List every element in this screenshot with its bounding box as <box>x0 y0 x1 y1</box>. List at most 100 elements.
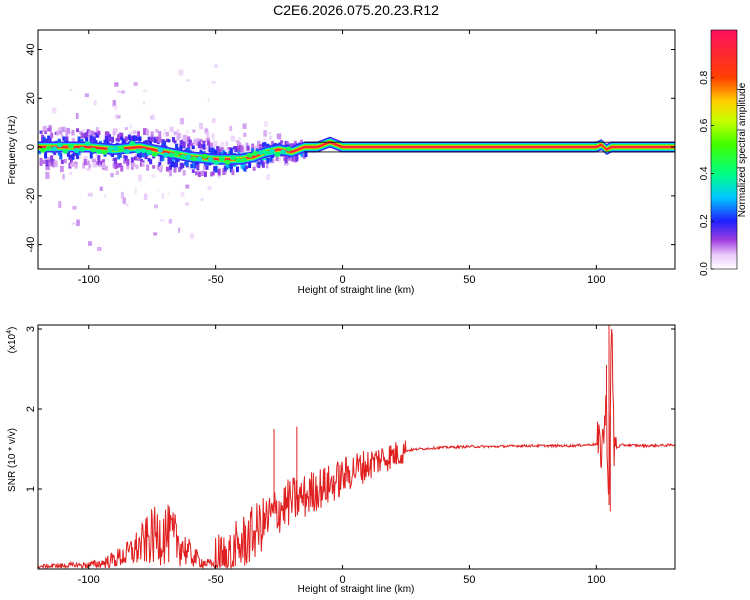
heat-cell <box>229 125 233 132</box>
heat-cell <box>147 136 151 144</box>
heat-cell <box>205 165 209 170</box>
snr-multiplier-base: (x10 <box>7 333 18 353</box>
heat-cell <box>151 174 156 178</box>
heat-cell <box>264 121 268 127</box>
heat-cell <box>85 137 89 144</box>
colorbar-gradient <box>710 29 738 270</box>
heat-cell <box>71 153 75 160</box>
heat-cell <box>167 168 171 172</box>
heat-cell <box>53 160 57 168</box>
heat-cell <box>280 141 285 146</box>
heat-cell <box>289 143 293 147</box>
heat-cell <box>60 165 64 173</box>
heat-cell <box>134 187 137 194</box>
heat-cell <box>51 162 55 168</box>
spectrogram-frame <box>37 29 676 270</box>
heat-cell <box>207 140 211 146</box>
heat-cell <box>132 162 136 167</box>
heat-cell <box>165 138 169 143</box>
snr-multiplier: (x104) <box>6 327 18 354</box>
heat-cell <box>48 159 52 164</box>
heat-cell <box>132 135 136 142</box>
heat-cell <box>278 155 281 163</box>
heat-cell <box>124 127 128 131</box>
heat-cell <box>69 88 73 91</box>
heat-cell <box>176 158 180 162</box>
heat-cell <box>112 100 117 107</box>
heat-cell <box>113 105 118 110</box>
heat-cell <box>218 146 222 149</box>
heat-cell <box>132 130 137 134</box>
heat-cell <box>69 158 73 163</box>
heat-cell <box>181 163 185 169</box>
heat-cell <box>287 157 291 161</box>
heat-cell <box>92 162 97 168</box>
heat-cell <box>275 156 279 162</box>
heat-cell <box>225 165 229 170</box>
heat-cell <box>200 198 204 202</box>
heat-cell <box>280 140 284 144</box>
heat-cell <box>235 166 239 173</box>
heat-cell <box>230 135 236 142</box>
spectrogram-xlabel: Height of straight line (km) <box>298 285 415 296</box>
heat-cell <box>185 130 189 135</box>
spectrogram-ytick-label: 20 <box>25 92 37 104</box>
heat-cell <box>115 170 120 175</box>
heat-cell <box>183 140 189 144</box>
heat-cell <box>121 138 125 144</box>
heat-cell <box>54 131 58 135</box>
heat-cell <box>71 222 76 225</box>
heat-cell <box>194 162 198 166</box>
heat-cell <box>91 130 95 136</box>
heat-cell <box>123 159 127 164</box>
heat-cell <box>228 151 232 156</box>
heat-cell <box>187 165 193 170</box>
heat-cell <box>238 137 242 141</box>
heat-cell <box>106 139 110 145</box>
snr-xtick-label: 100 <box>587 574 605 586</box>
heat-cell <box>130 136 134 142</box>
heat-cell <box>118 163 122 168</box>
heat-cell <box>97 246 102 252</box>
heat-cell <box>228 164 232 169</box>
heat-cell <box>244 147 249 154</box>
reference-lines <box>304 141 675 153</box>
heat-cell <box>156 189 160 192</box>
heat-cell <box>114 82 119 87</box>
heat-cell <box>85 132 89 137</box>
heat-cell <box>200 143 204 149</box>
spectrogram-axes: -100 -50 0 50 100 -40 -20 0 20 40 <box>25 30 675 286</box>
heat-cell <box>144 152 148 160</box>
heat-cell <box>190 142 194 147</box>
heat-cell <box>111 153 115 158</box>
colorbar-ticks: 0.0 0.2 0.4 0.6 0.8 <box>699 70 714 276</box>
heat-cell <box>293 155 297 163</box>
heat-cell <box>45 171 50 179</box>
heat-cell <box>44 125 48 131</box>
heat-cell <box>99 186 103 191</box>
heat-cell <box>155 129 159 133</box>
heat-cell <box>176 129 180 136</box>
heat-cell <box>182 141 186 149</box>
heat-cell <box>47 128 51 132</box>
heat-cell <box>95 127 99 133</box>
heat-cell <box>126 163 130 170</box>
heat-cell <box>284 140 288 147</box>
heat-cell <box>76 152 80 157</box>
heat-cell <box>180 191 185 197</box>
spectrogram-xtick-label: -50 <box>208 274 224 286</box>
heat-cell <box>103 152 107 157</box>
heat-blob <box>235 157 242 163</box>
heat-cell <box>135 164 139 169</box>
heat-cell <box>177 143 182 149</box>
heat-cell <box>170 161 174 168</box>
heat-cell <box>75 113 79 120</box>
heat-cell <box>226 162 230 168</box>
heat-cell <box>117 134 121 139</box>
heat-cell <box>188 140 192 146</box>
heat-cell <box>93 99 97 106</box>
snr-line <box>38 329 675 569</box>
heat-blob <box>62 148 69 154</box>
heat-cell <box>252 166 256 171</box>
heat-cell <box>260 160 264 164</box>
